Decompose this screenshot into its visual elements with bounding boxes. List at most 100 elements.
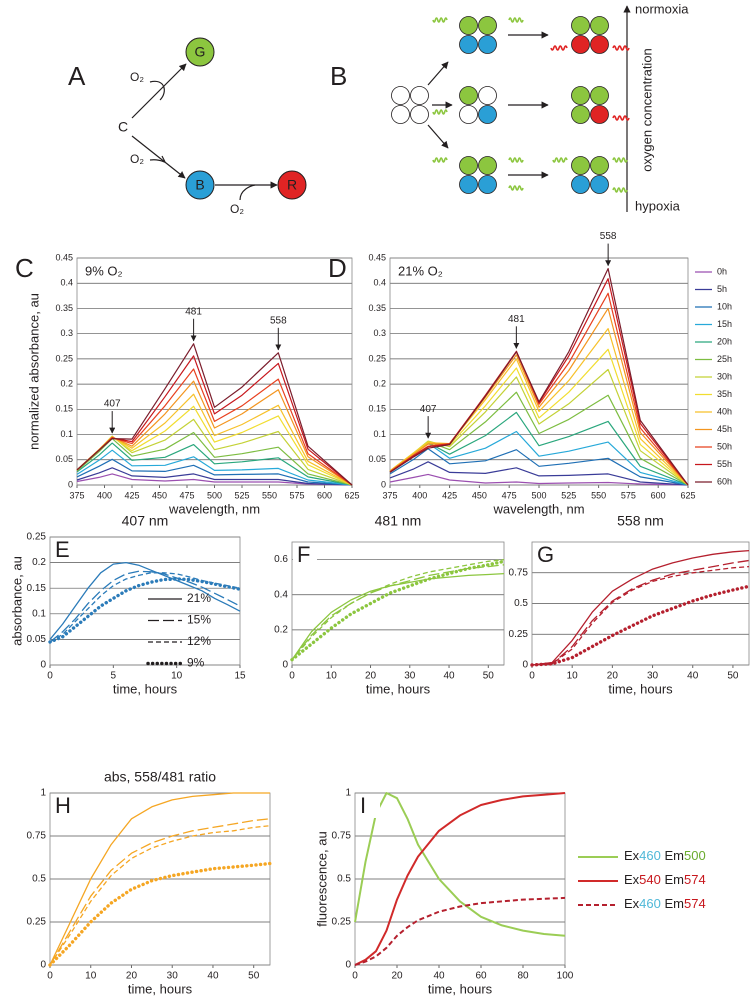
protein-subunit (590, 105, 609, 124)
protein-subunit (590, 16, 609, 35)
x-tick-label: 375 (69, 490, 84, 500)
x-axis-label: time, hours (608, 681, 673, 696)
protein-subunit (478, 156, 497, 175)
legend-label: 20h (717, 336, 732, 346)
y-tick-label: 0 (522, 660, 528, 671)
plot-frame (49, 792, 271, 966)
x-tick-label: 600 (317, 490, 332, 500)
peak-label: 558 (600, 231, 617, 242)
x-tick-label: 80 (517, 971, 529, 982)
panel-letter: I (360, 793, 366, 818)
x-tick-label: 40 (433, 971, 445, 982)
panel-letter: G (537, 542, 554, 567)
x-tick-label: 575 (289, 490, 304, 500)
x-tick-label: 450 (472, 490, 487, 500)
legend-label: 40h (717, 406, 732, 416)
panel-letter-box (356, 794, 380, 818)
y-tick-label: 0.35 (368, 303, 386, 313)
x-axis-label: time, hours (128, 981, 193, 996)
y-tick-label: 0.15 (368, 404, 386, 414)
series-line (354, 896, 566, 966)
node-label: G (195, 44, 206, 60)
x-tick-label: 475 (179, 490, 194, 500)
y-axis-label: fluorescence, au (314, 831, 329, 926)
x-tick-label: 575 (621, 490, 636, 500)
panel-letter-box (293, 543, 317, 567)
panel-letter-box (51, 538, 75, 562)
x-tick-label: 50 (483, 671, 495, 682)
legend-label-part: Ex (624, 848, 640, 863)
x-axis-label: wavelength, nm (492, 501, 584, 516)
series-line (531, 559, 750, 666)
legend-label-part: 540 (639, 872, 661, 887)
x-tick-label: 625 (680, 490, 695, 500)
legend-label: 0h (717, 266, 727, 276)
emission-wave (432, 109, 448, 115)
series-line (49, 818, 271, 966)
y-tick-label: 0.25 (368, 353, 386, 363)
y-tick-label: 0.25 (27, 917, 47, 928)
reagent-hook (149, 155, 166, 163)
x-tick-label: 20 (607, 671, 619, 682)
node-label: B (195, 177, 204, 193)
x-tick-label: 0 (352, 971, 358, 982)
plot-frame (389, 257, 689, 486)
x-tick-label: 50 (727, 671, 739, 682)
x-tick-label: 525 (234, 490, 249, 500)
y-tick-label: 0.1 (373, 429, 386, 439)
protein-subunit (391, 105, 410, 124)
x-tick-label: 10 (85, 971, 97, 982)
panel-letter: D (328, 253, 347, 283)
x-tick-label: 100 (557, 971, 574, 982)
emission-wave (432, 157, 448, 163)
series-line (76, 458, 353, 486)
reagent-label: O₂ (230, 202, 244, 216)
node-circle (185, 170, 215, 200)
y-tick-label: 1 (40, 788, 46, 799)
emission-wave (552, 157, 568, 163)
series-line (389, 307, 689, 486)
arrow (427, 61, 449, 86)
series-line (49, 570, 241, 643)
y-tick-label: 0.25 (509, 629, 529, 640)
x-tick-label: 425 (124, 490, 139, 500)
plot-frame (76, 257, 353, 486)
plot-frame (49, 536, 241, 666)
panel-letter: F (297, 542, 310, 567)
legend-label: 15h (717, 319, 732, 329)
protein-subunit (478, 175, 497, 194)
y-tick-label: 0.5 (337, 874, 351, 885)
protein-subunit (478, 86, 497, 105)
axis-label: oxygen concentration (639, 48, 654, 172)
series-line (48, 861, 272, 967)
x-tick-label: 550 (262, 490, 277, 500)
x-axis-label: wavelength, nm (168, 501, 260, 516)
series-line (76, 467, 353, 486)
x-tick-label: 40 (207, 971, 219, 982)
series-line (49, 792, 270, 966)
node-circle (277, 170, 307, 200)
y-tick-label: 0.6 (274, 554, 288, 565)
x-tick-label: 0 (47, 971, 53, 982)
legend-label: 21% (187, 591, 211, 605)
series-line (49, 572, 241, 643)
peak-label: 481 (185, 306, 202, 317)
legend-label: 9% (187, 656, 205, 670)
protein-subunit (571, 86, 590, 105)
legend-label: 45h (717, 424, 732, 434)
x-tick-label: 60 (475, 971, 487, 982)
protein-subunit (590, 156, 609, 175)
x-tick-label: 30 (404, 671, 416, 682)
series-line (291, 572, 505, 661)
y-tick-label: 0 (68, 479, 73, 489)
title-box (392, 261, 452, 281)
protein-subunit (478, 16, 497, 35)
protein-subunit (459, 86, 478, 105)
protein-subunit (459, 16, 478, 35)
chart-title: 407 nm (122, 513, 169, 529)
panel-letter: E (55, 537, 70, 562)
